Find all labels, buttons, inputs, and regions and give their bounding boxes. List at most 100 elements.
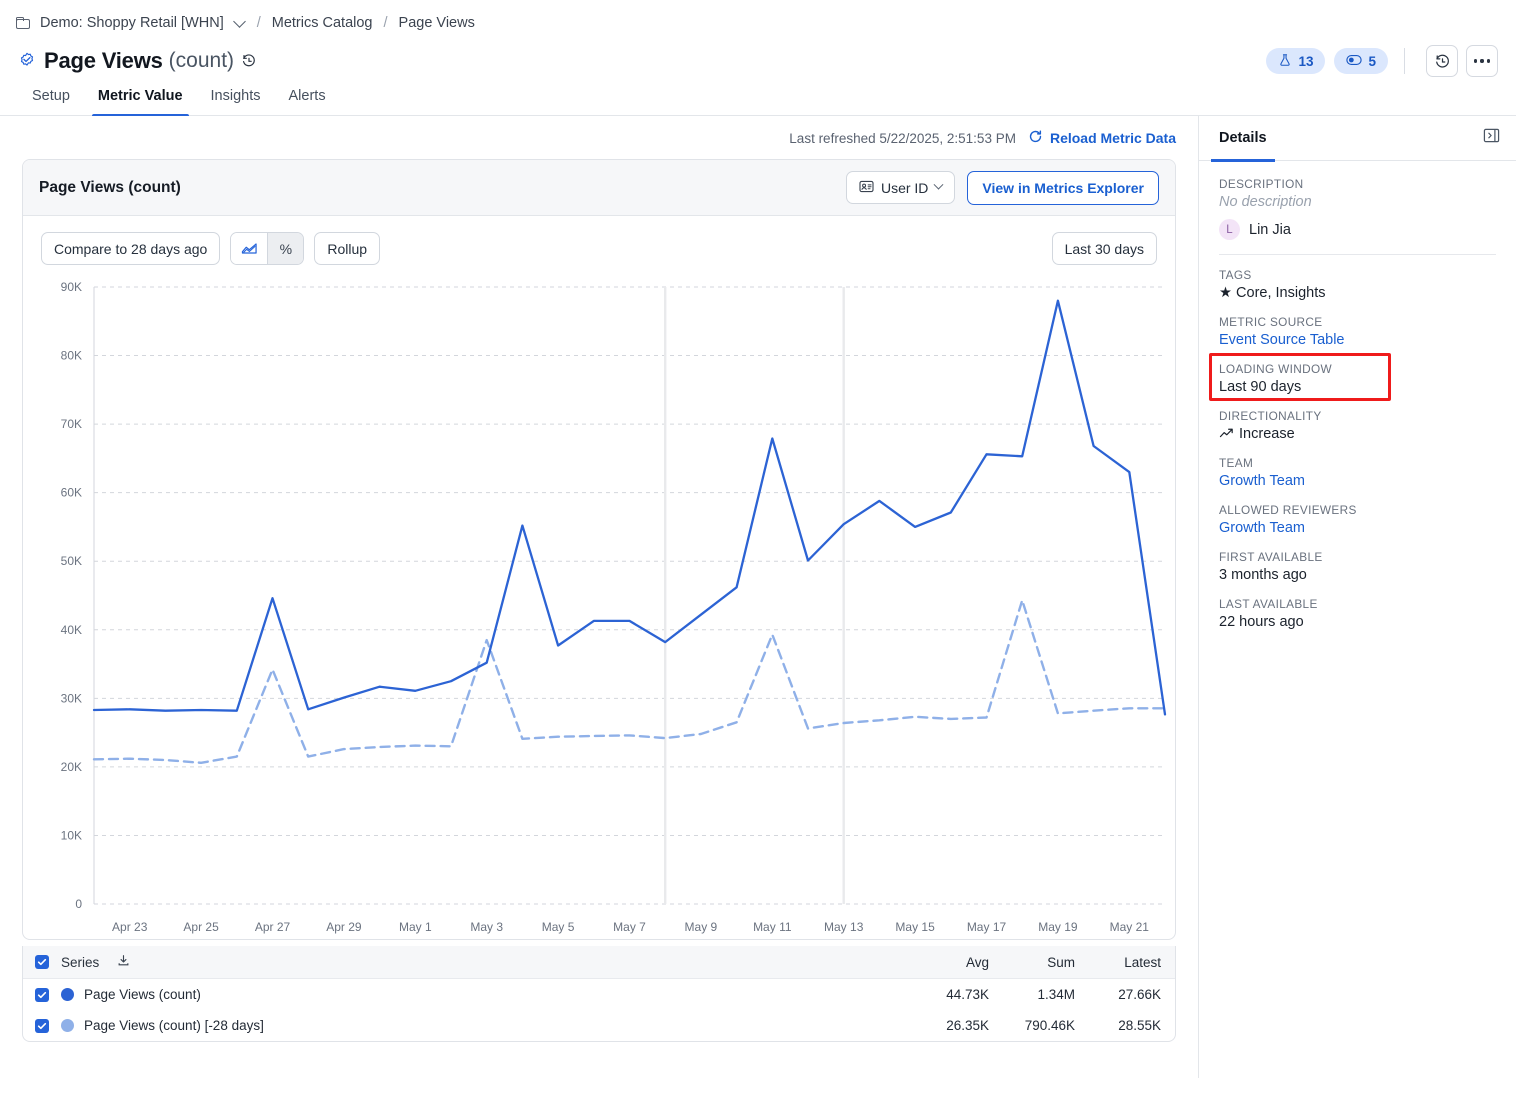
owner-row[interactable]: L Lin Jia [1219, 219, 1496, 240]
reviewers-link[interactable]: Growth Team [1219, 520, 1305, 536]
series-table: Series Avg Sum Latest [22, 946, 1176, 1042]
x-axis-tick: Apr 29 [326, 920, 362, 934]
field-directionality: DIRECTIONALITY Increase [1219, 409, 1496, 442]
history-clock-icon[interactable] [241, 53, 257, 69]
x-axis-tick: Apr 25 [183, 920, 219, 934]
dimension-label: User ID [880, 179, 929, 196]
tab-details[interactable]: Details [1211, 116, 1275, 162]
field-value: No description [1219, 194, 1312, 210]
x-axis-tick: May 11 [753, 920, 792, 934]
series-table-header: Series Avg Sum Latest [23, 946, 1175, 979]
field-loading-window: LOADING WINDOW Last 90 days [1219, 362, 1496, 395]
table-row[interactable]: Page Views (count) [-28 days] 26.35K 790… [23, 1010, 1175, 1041]
series-line[interactable] [92, 599, 1167, 764]
field-label: FIRST AVAILABLE [1219, 550, 1323, 564]
header-divider [1404, 48, 1405, 74]
y-axis-tick: 80K [61, 349, 82, 363]
experiments-badge-count: 13 [1298, 53, 1314, 69]
field-label: DESCRIPTION [1219, 177, 1304, 191]
date-range-button[interactable]: Last 30 days [1051, 232, 1157, 265]
select-all-checkbox[interactable] [35, 955, 49, 969]
field-label: DIRECTIONALITY [1219, 409, 1322, 423]
y-axis-tick: 0 [75, 897, 82, 911]
series-checkbox[interactable] [35, 1018, 49, 1033]
field-value: ★ Core, Insights [1219, 285, 1496, 301]
chart-title: Page Views (count) [39, 178, 181, 196]
collapse-panel-icon[interactable] [1483, 127, 1500, 149]
series-color-dot [61, 988, 74, 1001]
more-options-icon[interactable] [1466, 45, 1498, 77]
reload-icon [1028, 129, 1043, 147]
refresh-bar: Last refreshed 5/22/2025, 2:51:53 PM Rel… [0, 116, 1198, 159]
area-chart-icon[interactable] [231, 233, 268, 264]
series-color-dot [61, 1019, 74, 1032]
percent-toggle[interactable]: % [267, 233, 304, 264]
field-label: METRIC SOURCE [1219, 315, 1323, 329]
breadcrumb-workspace[interactable]: Demo: Shoppy Retail [WHN] [40, 15, 224, 31]
field-label: ALLOWED REVIEWERS [1219, 503, 1357, 517]
field-tags: TAGS ★ Core, Insights [1219, 268, 1496, 301]
divider [1219, 254, 1496, 255]
chevron-down-icon [933, 179, 944, 190]
compare-period-button[interactable]: Compare to 28 days ago [41, 232, 221, 265]
tags-value: Core, Insights [1236, 285, 1326, 301]
column-header-avg: Avg [965, 954, 989, 970]
chevron-down-icon[interactable] [232, 15, 246, 28]
rollup-button[interactable]: Rollup [314, 232, 381, 265]
history-revert-icon[interactable] [1426, 45, 1458, 77]
x-axis-tick: May 9 [685, 920, 718, 934]
breadcrumb-current[interactable]: Page Views [398, 15, 475, 31]
tab-insights[interactable]: Insights [210, 88, 261, 104]
series-latest: 27.66K [1118, 987, 1161, 1002]
display-mode-toggle: % [230, 232, 305, 265]
tab-setup[interactable]: Setup [32, 88, 70, 104]
x-axis-tick: May 15 [895, 920, 935, 934]
series-avg: 26.35K [946, 1018, 989, 1033]
tab-alerts[interactable]: Alerts [288, 88, 326, 104]
breadcrumb-metrics-catalog[interactable]: Metrics Catalog [271, 15, 373, 31]
x-axis-tick: May 7 [613, 920, 646, 934]
experiments-badge[interactable]: 13 [1266, 48, 1326, 74]
team-link[interactable]: Growth Team [1219, 473, 1305, 489]
series-line[interactable] [92, 299, 1167, 716]
reload-metric-data-button[interactable]: Reload Metric Data [1028, 129, 1176, 147]
verified-badge-icon [18, 52, 36, 70]
column-header-sum: Sum [1047, 954, 1075, 970]
y-axis-tick: 30K [61, 691, 82, 705]
y-axis-tick: 40K [61, 623, 82, 637]
dimension-select[interactable]: User ID [845, 171, 956, 204]
series-checkbox[interactable] [35, 987, 49, 1002]
id-card-icon [859, 180, 874, 196]
field-description: DESCRIPTION No description L Lin Jia [1219, 177, 1496, 240]
x-axis-tick: May 17 [967, 920, 1007, 934]
table-row[interactable]: Page Views (count) 44.73K 1.34M 27.66K [23, 979, 1175, 1010]
star-icon: ★ [1219, 285, 1232, 301]
x-axis-tick: May 21 [1110, 920, 1150, 934]
metric-line-chart[interactable]: 0 10K 20K 30K 40K 50K 60K 70K 80K 90K Apr 23 Apr 25… [23, 279, 1176, 939]
field-label: TEAM [1219, 456, 1254, 470]
tab-bar: Setup Metric Value Insights Alerts [0, 76, 1516, 116]
page-title-unit: (count) [168, 49, 235, 72]
directionality-value: Increase [1239, 426, 1295, 442]
owner-name: Lin Jia [1249, 221, 1291, 238]
column-header-series: Series [61, 954, 100, 970]
view-in-metrics-explorer-button[interactable]: View in Metrics Explorer [967, 170, 1159, 205]
tab-metric-value[interactable]: Metric Value [84, 88, 197, 116]
metric-source-link[interactable]: Event Source Table [1219, 332, 1345, 348]
x-axis-tick: May 1 [399, 920, 432, 934]
experiment-flask-icon [1278, 53, 1292, 70]
watchers-badge[interactable]: 5 [1334, 48, 1388, 74]
field-label: LAST AVAILABLE [1219, 597, 1318, 611]
reload-metric-data-label: Reload Metric Data [1049, 130, 1176, 146]
series-name: Page Views (count) [-28 days] [84, 1018, 264, 1033]
x-axis-tick: Apr 27 [255, 920, 291, 934]
chart-plot-area[interactable]: 0 10K 20K 30K 40K 50K 60K 70K 80K 90K Apr 23 Apr 25… [23, 279, 1175, 939]
column-header-latest: Latest [1124, 954, 1161, 970]
y-axis-tick: 70K [61, 417, 82, 431]
last-refreshed-text: Last refreshed 5/22/2025, 2:51:53 PM [789, 130, 1016, 146]
download-icon[interactable] [117, 954, 130, 970]
chart-card-header: Page Views (count) User ID [23, 160, 1175, 216]
series-latest: 28.55K [1118, 1018, 1161, 1033]
avatar: L [1219, 219, 1240, 240]
